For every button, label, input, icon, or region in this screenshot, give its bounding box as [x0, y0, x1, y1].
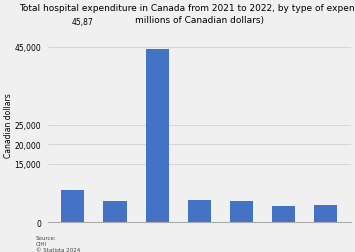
Bar — [61, 191, 84, 222]
Text: 45,87: 45,87 — [72, 17, 94, 26]
Y-axis label: Canadian dollars: Canadian dollars — [4, 93, 13, 158]
Bar — [188, 200, 211, 222]
Bar — [103, 201, 127, 222]
Bar — [230, 201, 253, 222]
Text: Source:
CIHI
© Statista 2024: Source: CIHI © Statista 2024 — [36, 235, 80, 252]
Bar — [272, 206, 295, 222]
Bar — [314, 205, 337, 222]
Bar — [146, 50, 169, 222]
Title: Total hospital expenditure in Canada from 2021 to 2022, by type of expense (in
m: Total hospital expenditure in Canada fro… — [19, 4, 355, 25]
